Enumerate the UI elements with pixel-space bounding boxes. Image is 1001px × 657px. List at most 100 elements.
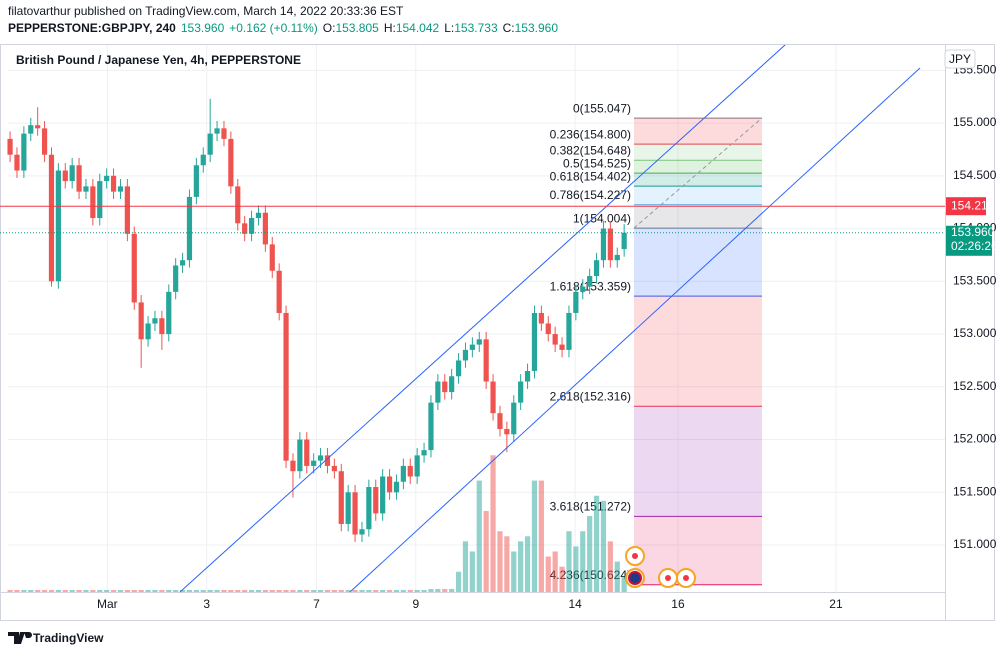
ohlc-val: 153.805 <box>335 21 379 35</box>
volume-bar <box>552 551 558 592</box>
volume-bar <box>600 500 607 592</box>
candle-body <box>580 286 586 292</box>
candle-body <box>14 154 20 171</box>
candle-body <box>442 381 448 393</box>
candle-body <box>538 312 544 324</box>
volume-bar <box>366 589 372 592</box>
brand: TradingView <box>33 631 104 645</box>
volume-bar <box>393 589 400 592</box>
volume-bar <box>580 531 586 592</box>
volume-bar <box>235 589 241 592</box>
fib-band <box>634 406 762 517</box>
candle-body <box>110 175 117 192</box>
candle-body <box>62 170 68 182</box>
drawings <box>179 44 921 593</box>
candle-body <box>573 291 579 313</box>
candle-body <box>262 212 268 245</box>
ohlc-key: O: <box>323 21 336 35</box>
candle-body <box>200 154 206 166</box>
y-tick-label: 155.000 <box>953 115 997 129</box>
candle-body <box>407 465 413 477</box>
volume-bar <box>104 589 110 592</box>
channel-line <box>179 44 786 593</box>
candle-body <box>593 260 600 277</box>
volume-bar <box>504 536 510 592</box>
volume <box>7 455 627 592</box>
candle-body <box>476 339 482 345</box>
last: 153.960 <box>181 21 225 35</box>
volume-bar <box>545 556 551 592</box>
candle-body <box>83 186 89 192</box>
candle-body <box>276 270 282 313</box>
candle-body <box>524 370 531 382</box>
x-tick-label: 16 <box>671 597 685 611</box>
volume-bar <box>166 589 172 592</box>
volume-bar <box>117 589 124 592</box>
candle-body <box>131 233 137 303</box>
y-tick-label: 154.500 <box>953 168 997 182</box>
volume-bar <box>131 589 137 592</box>
volume-bar <box>407 589 413 592</box>
candle-body <box>545 323 551 335</box>
last-price-box <box>946 225 992 256</box>
ohlc-key: C: <box>503 21 515 35</box>
footer: TradingView <box>8 631 104 645</box>
price-label-box <box>946 197 986 216</box>
volume-bar <box>414 589 420 592</box>
price-label: 154.212 <box>951 198 995 212</box>
candle-body <box>235 186 241 224</box>
candle-body <box>28 125 34 134</box>
volume-bar <box>69 589 75 592</box>
fib-label: 0(155.047) <box>573 101 631 115</box>
candle-body <box>179 260 186 266</box>
y-tick-label: 151.000 <box>953 537 997 551</box>
candle-body <box>159 318 165 335</box>
candle-body <box>76 165 82 192</box>
currency-box[interactable] <box>944 49 976 69</box>
candle-body <box>531 312 538 371</box>
candle-body <box>386 476 393 493</box>
candle-body <box>228 138 234 187</box>
candle-body <box>152 318 158 324</box>
candle-body <box>511 402 517 435</box>
volume-bar <box>518 541 524 592</box>
volume-bar <box>538 480 544 592</box>
publish-info: filatovarthur published on TradingView.c… <box>8 4 404 18</box>
volume-bar <box>331 589 337 592</box>
volume-bar <box>221 589 227 592</box>
volume-bar <box>179 589 186 592</box>
symbol: PEPPERSTONE:GBPJPY, 240 <box>8 21 176 35</box>
fib-band <box>634 186 762 205</box>
x-tick-label: 7 <box>313 597 320 611</box>
candle-body <box>104 175 110 182</box>
flag <box>628 571 642 585</box>
candle-body <box>400 465 406 482</box>
candle-body <box>587 276 593 287</box>
candle-body <box>35 125 41 129</box>
candle-body <box>607 228 613 261</box>
volume-bar <box>317 589 324 592</box>
volume-bar <box>145 589 151 592</box>
volume-bar <box>76 589 82 592</box>
candle-body <box>366 487 372 530</box>
candle-body <box>552 334 558 345</box>
candle-body <box>311 460 317 466</box>
volume-bar <box>621 576 627 592</box>
volume-bar <box>559 566 565 592</box>
candle-body <box>207 133 213 155</box>
fib-label: 0.786(154.227) <box>550 188 631 202</box>
x-tick-label: 9 <box>412 597 419 611</box>
fib-label: 0.382(154.648) <box>550 143 631 157</box>
volume-bar <box>41 589 48 592</box>
volume-bar <box>566 531 572 592</box>
volume-bar <box>359 589 365 592</box>
candle-body <box>483 339 489 382</box>
candle-body <box>359 529 365 535</box>
volume-bar <box>28 589 34 592</box>
candle-body <box>90 186 96 219</box>
volume-bar <box>380 589 386 592</box>
candle-body <box>214 128 220 134</box>
volume-bar <box>400 589 406 592</box>
event-dot <box>665 575 671 581</box>
x-tick-label: 3 <box>203 597 210 611</box>
